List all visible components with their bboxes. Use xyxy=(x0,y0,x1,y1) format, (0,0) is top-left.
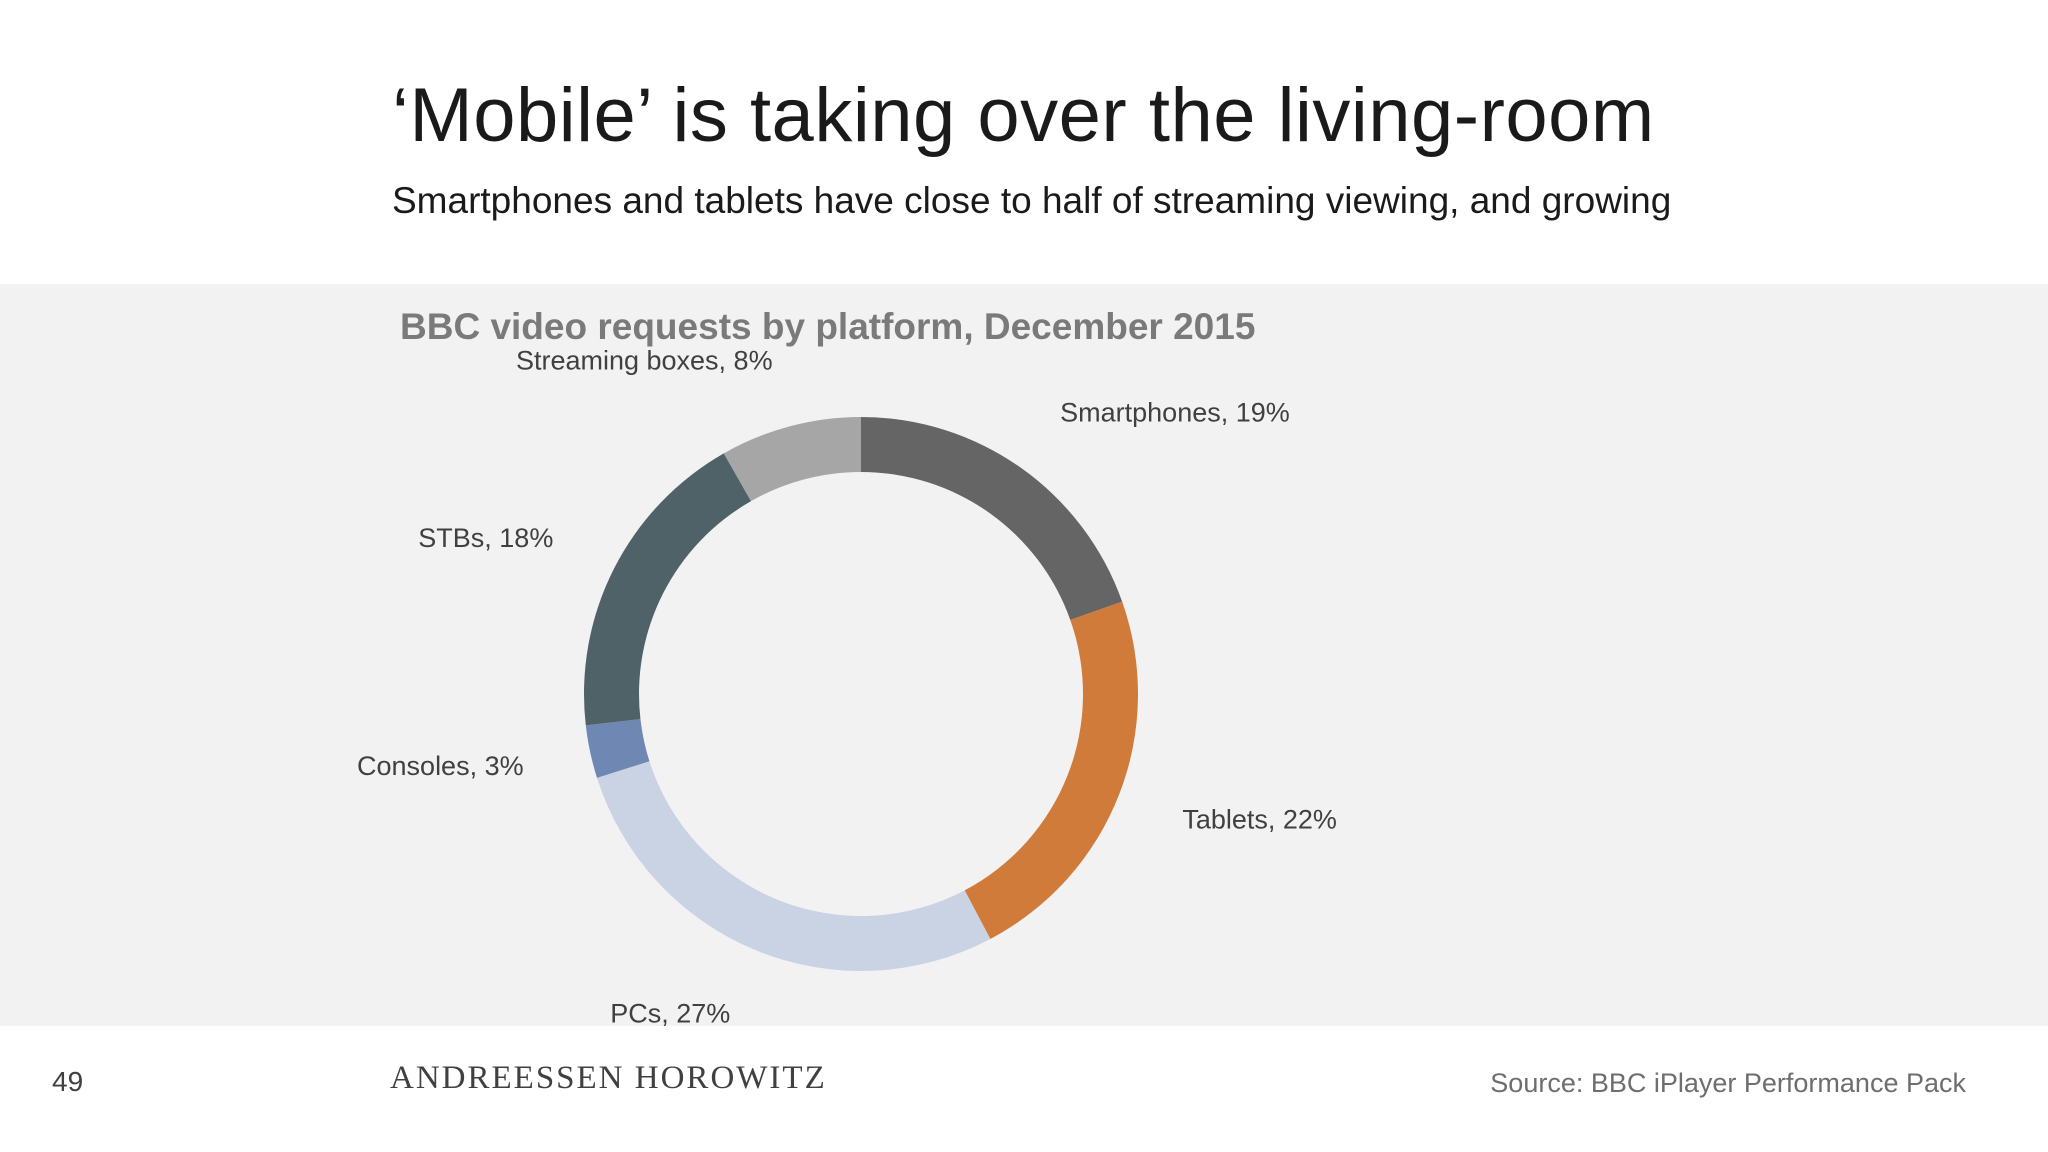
slice-label-consoles: Consoles, 3% xyxy=(357,751,524,781)
slice-label-smartphones: Smartphones, 19% xyxy=(1060,397,1290,427)
slice-stbs xyxy=(584,453,752,726)
slice-consoles xyxy=(585,719,650,778)
slide-subtitle: Smartphones and tablets have close to ha… xyxy=(392,180,1672,221)
slice-streaming-boxes xyxy=(723,417,861,502)
source-note: Source: BBC iPlayer Performance Pack xyxy=(1490,1068,1966,1098)
donut-slices xyxy=(584,417,1138,971)
page-number: 49 xyxy=(52,1066,84,1097)
company-logo: ANDREESSEN HOROWITZ xyxy=(390,1060,827,1096)
chart-title: BBC video requests by platform, December… xyxy=(400,306,1256,347)
slice-label-tablets: Tablets, 22% xyxy=(1182,805,1337,835)
chart-panel: BBC video requests by platform, December… xyxy=(0,284,2048,1026)
donut-labels: Smartphones, 19% Tablets, 22% PCs, 27% Cons… xyxy=(357,346,1337,1026)
slice-label-stbs: STBs, 18% xyxy=(418,523,553,553)
slice-label-streaming-boxes: Streaming boxes, 8% xyxy=(516,346,773,376)
donut-chart: Smartphones, 19% Tablets, 22% PCs, 27% Cons… xyxy=(357,346,1337,1026)
slice-smartphones xyxy=(861,417,1123,620)
slice-tablets xyxy=(964,601,1138,939)
slice-pcs xyxy=(597,761,991,971)
slide-title: ‘Mobile’ is taking over the living-room xyxy=(392,73,1655,158)
slice-label-pcs: PCs, 27% xyxy=(610,998,730,1026)
